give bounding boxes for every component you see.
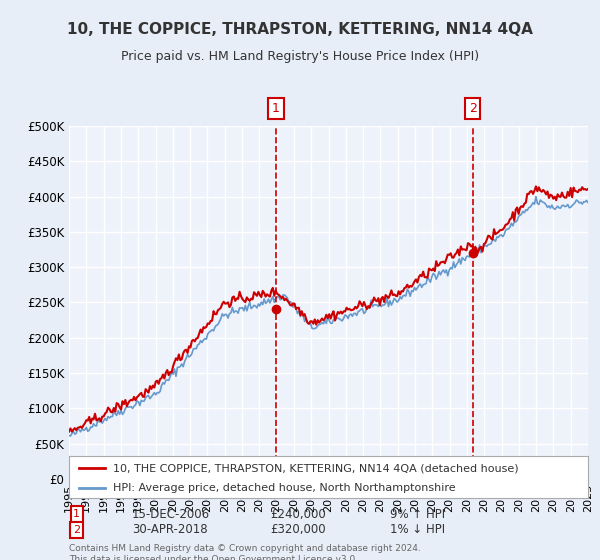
Text: 1% ↓ HPI: 1% ↓ HPI [390,523,445,536]
Text: 30-APR-2018: 30-APR-2018 [132,523,208,536]
Text: 15-DEC-2006: 15-DEC-2006 [132,507,210,521]
Text: 1: 1 [73,509,80,519]
Text: HPI: Average price, detached house, North Northamptonshire: HPI: Average price, detached house, Nort… [113,483,456,493]
Text: £240,000: £240,000 [270,507,326,521]
Text: 2: 2 [73,525,80,535]
Text: 9% ↑ HPI: 9% ↑ HPI [390,507,445,521]
Text: £320,000: £320,000 [270,523,326,536]
Text: 10, THE COPPICE, THRAPSTON, KETTERING, NN14 4QA (detached house): 10, THE COPPICE, THRAPSTON, KETTERING, N… [113,463,519,473]
Text: 1: 1 [272,102,280,115]
Text: 10, THE COPPICE, THRAPSTON, KETTERING, NN14 4QA: 10, THE COPPICE, THRAPSTON, KETTERING, N… [67,22,533,38]
Text: 2: 2 [469,102,476,115]
Text: Contains HM Land Registry data © Crown copyright and database right 2024.
This d: Contains HM Land Registry data © Crown c… [69,544,421,560]
Text: Price paid vs. HM Land Registry's House Price Index (HPI): Price paid vs. HM Land Registry's House … [121,50,479,63]
